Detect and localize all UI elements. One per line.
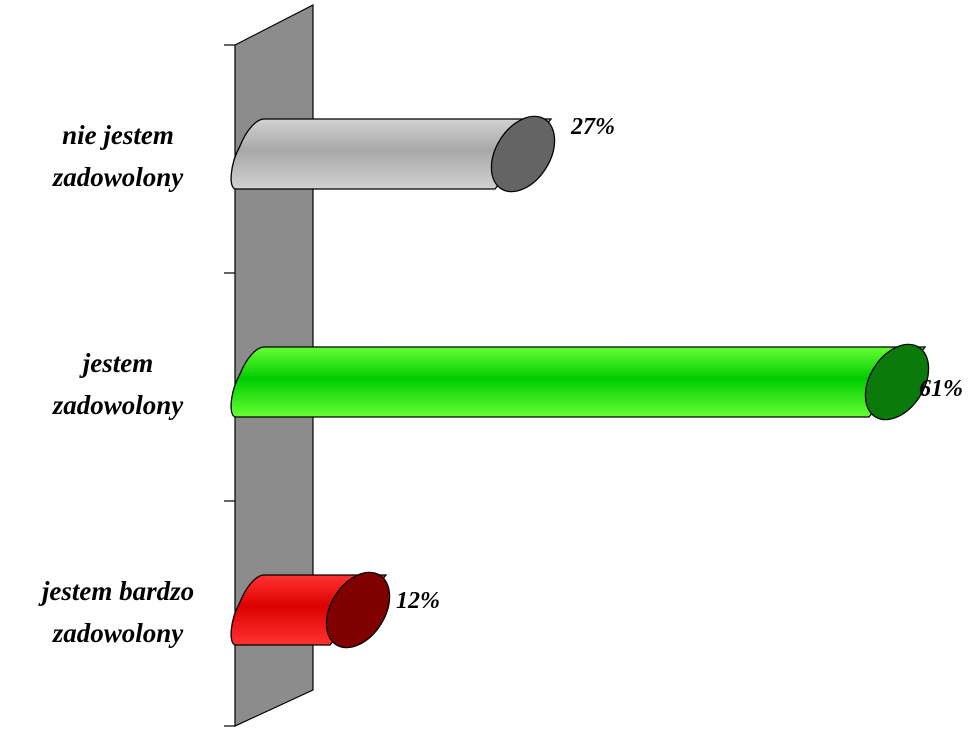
category-label: jestem zadowolony xyxy=(52,348,185,420)
category-labels: nie jestem zadowolony jestem zadowolony jest… xyxy=(38,120,194,648)
bar-2 xyxy=(230,343,930,421)
bar-cap xyxy=(325,571,391,649)
value-label: 12% xyxy=(396,588,440,614)
value-label: 61% xyxy=(919,376,963,402)
category-label: jestem bardzo zadowolony xyxy=(38,576,194,648)
axis-ticks xyxy=(224,44,235,727)
bar-body xyxy=(230,346,927,418)
value-labels: 27% 61% 12% xyxy=(396,114,963,614)
bar-3 xyxy=(230,571,391,649)
category-label: nie jestem zadowolony xyxy=(52,120,185,192)
bar-cap xyxy=(490,115,556,193)
value-label: 27% xyxy=(570,114,615,140)
bar-cap xyxy=(864,343,930,421)
bar-1 xyxy=(230,115,556,193)
bars xyxy=(230,115,930,649)
bar-body xyxy=(230,118,553,190)
